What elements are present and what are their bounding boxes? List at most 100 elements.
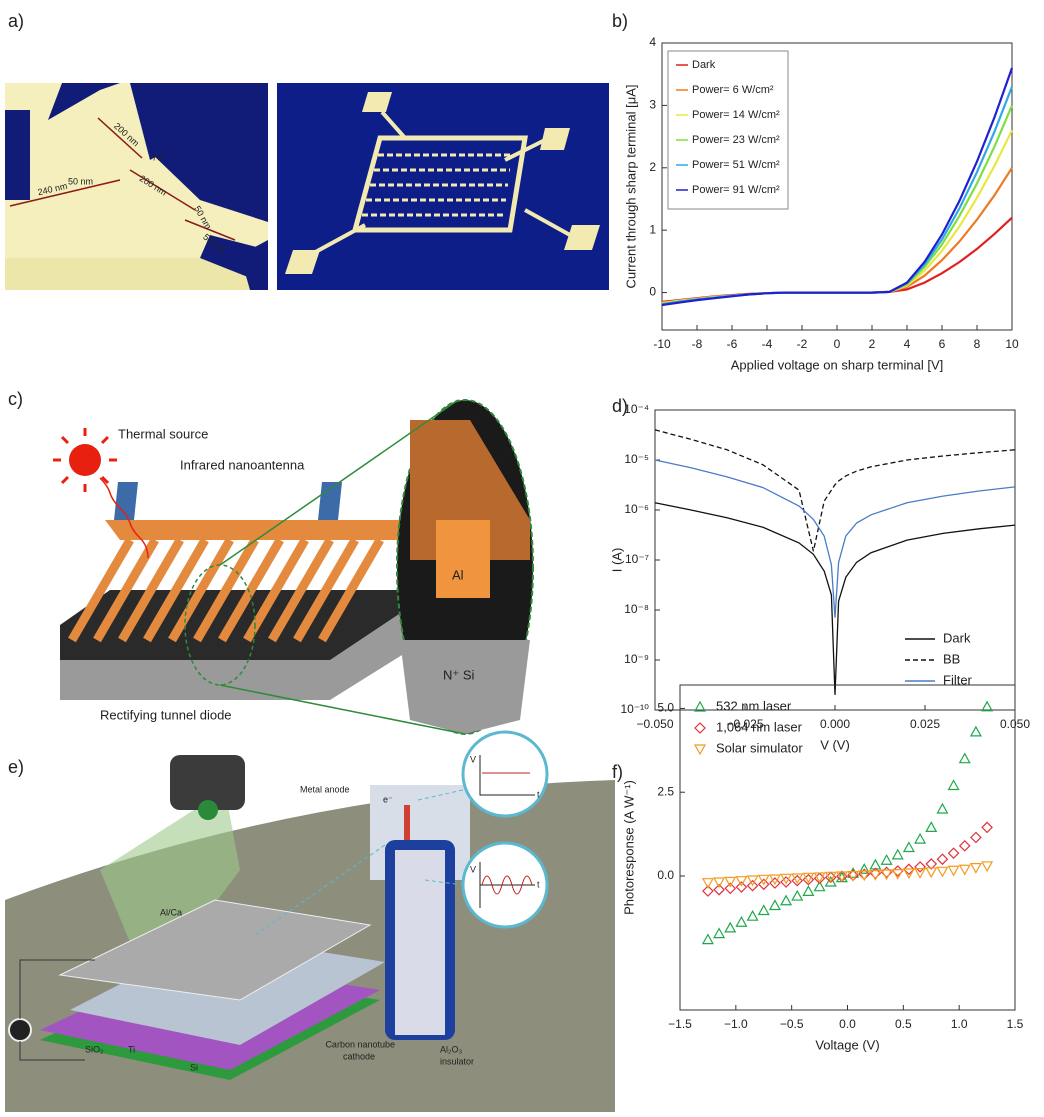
marker (713, 927, 726, 939)
marker (724, 882, 737, 895)
legend-swatch (694, 722, 706, 734)
image-label: Ti (128, 1044, 135, 1054)
legend-label: Power= 51 W/cm² (692, 159, 780, 171)
antenna (114, 482, 138, 520)
image-label: Al (452, 567, 464, 582)
x-axis-label: Applied voltage on sharp terminal [V] (731, 357, 943, 372)
image-label: e⁻ (383, 794, 393, 804)
wire (19, 959, 95, 1061)
legend-label: Power= 14 W/cm² (692, 109, 780, 121)
marker (891, 865, 904, 877)
legend-label: 532 nm laser (716, 698, 792, 713)
x-tick-label: −1.0 (724, 1017, 748, 1031)
x-tick-label: 10 (1005, 337, 1019, 351)
marker (735, 881, 748, 893)
legend-label: Solar simulator (716, 740, 803, 755)
x-tick-label: 8 (974, 337, 981, 351)
y-tick-label: 10⁻⁷ (625, 552, 649, 566)
y-tick-label: 10⁻⁶ (624, 502, 649, 516)
marker (702, 885, 714, 897)
x-tick-label: −0.050 (636, 717, 673, 731)
legend-label: Power= 23 W/cm² (692, 134, 780, 146)
marker (880, 853, 893, 865)
image-e: Metal anode e⁻ Al/Ca SiO₂ Ti Si Carbon n… (5, 730, 615, 1112)
image-label: V (470, 864, 476, 874)
marker (969, 725, 982, 737)
x-tick-label: 0.025 (910, 717, 940, 731)
marker (914, 832, 927, 844)
x-tick-label: 0 (834, 337, 841, 351)
pad (540, 128, 570, 150)
marker (958, 839, 971, 852)
x-tick-label: 4 (904, 337, 911, 351)
callout (254, 844, 386, 936)
marker (802, 885, 815, 896)
marker (791, 873, 804, 885)
legend-frame (667, 50, 789, 210)
y-axis-label: Current through sharp terminal [μA] (623, 84, 638, 288)
series-line (654, 459, 1016, 618)
marker (947, 779, 960, 791)
lens (198, 800, 218, 820)
marker (813, 880, 826, 892)
y-tick-label: 1 (649, 222, 656, 236)
marker (880, 866, 893, 879)
legend-label: Dark (692, 59, 716, 71)
y-tick-label: 0 (649, 285, 656, 299)
x-tick-label: 0.000 (820, 717, 850, 731)
image-label: Thermal source (118, 426, 208, 441)
sun (69, 444, 101, 476)
light-source (170, 755, 245, 810)
image-label: t (537, 879, 540, 889)
image-label: Rectifying tunnel diode (100, 707, 232, 722)
series-line (661, 67, 1014, 307)
marker (824, 871, 837, 883)
legend-label: Dark (943, 630, 971, 645)
axis-frame (654, 409, 1016, 711)
marker (969, 863, 982, 874)
y-tick-label: 5.0 (657, 701, 674, 715)
marker (768, 899, 781, 911)
image-label: insulator (440, 1056, 474, 1066)
panel-label: c) (8, 389, 23, 409)
dimension (129, 169, 196, 211)
inset-trace (481, 875, 533, 895)
x-tick-label: −0.5 (780, 1017, 804, 1031)
x-axis-label: Voltage (V) (815, 1037, 879, 1052)
zoom-al (436, 520, 490, 598)
marker (757, 878, 770, 891)
marker (780, 894, 793, 906)
marker (824, 875, 837, 887)
image-label: V (470, 754, 476, 764)
marker (780, 876, 792, 888)
comb (362, 153, 512, 217)
x-tick-label: -4 (762, 337, 773, 351)
y-tick-label: 2.5 (657, 784, 674, 798)
marker (746, 875, 759, 887)
lead (380, 110, 407, 140)
x-tick-label: 2 (869, 337, 876, 351)
dimension-label: 50 nm (68, 176, 93, 186)
marker (757, 874, 770, 886)
marker (914, 861, 926, 873)
marker (970, 831, 982, 844)
panel-label: e) (8, 757, 24, 777)
marker (958, 752, 971, 764)
y-tick-label: 10⁻⁴ (624, 402, 649, 416)
legend-label: 1,064 nm laser (716, 719, 803, 734)
antenna (318, 482, 342, 520)
marker (869, 870, 882, 881)
marker (936, 853, 949, 866)
image-a-left: 200 nm 70° 200 nm 240 nm 50 nm 50 nm 50 … (5, 83, 268, 290)
legend-swatch (693, 744, 707, 756)
image-label: SiO₂ (85, 1044, 104, 1054)
legend-label: BB (943, 651, 960, 666)
marker (847, 871, 860, 882)
marker (925, 821, 938, 832)
marker (835, 871, 848, 883)
image-label: V (17, 1025, 23, 1035)
marker (735, 876, 748, 887)
legend-label: Filter (943, 672, 973, 687)
lead (524, 208, 571, 237)
